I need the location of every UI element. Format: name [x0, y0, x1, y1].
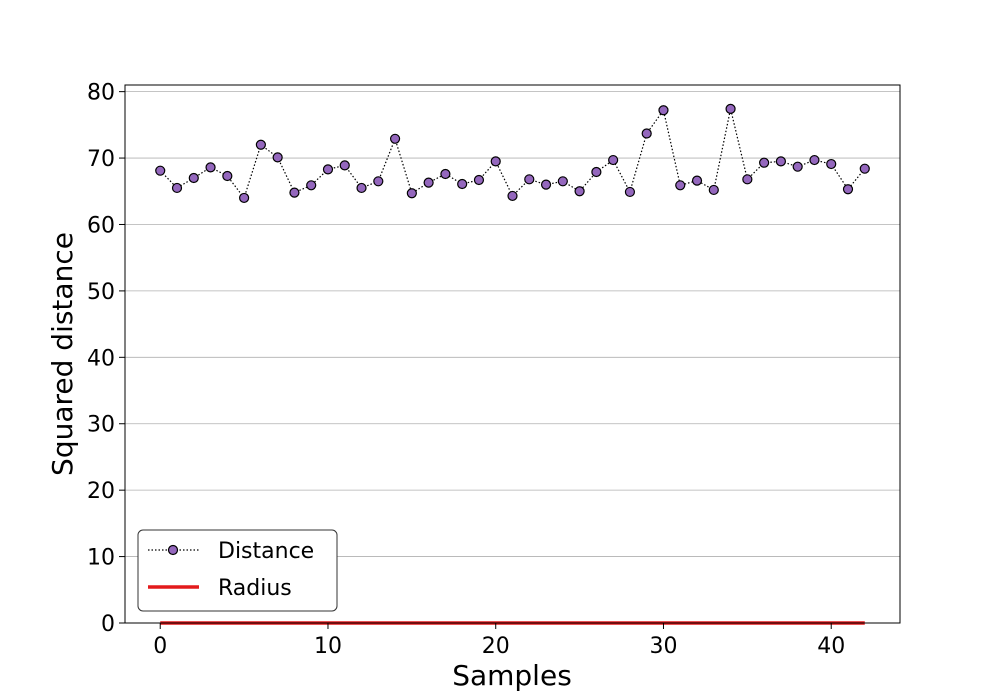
distance-point [557, 176, 568, 187]
x-tick-label: 10 [314, 634, 342, 659]
y-tick-label: 30 [87, 413, 115, 438]
x-tick-label: 0 [153, 634, 167, 659]
distance-point [440, 168, 451, 180]
y-tick-label: 60 [87, 213, 115, 238]
distance-point [826, 158, 837, 170]
distance-point [792, 161, 803, 172]
distance-point [658, 105, 669, 116]
ticks: 0 10 20 30 40 50 60 70 80 0 10 20 30 40 [87, 81, 845, 659]
distance-point [423, 177, 434, 188]
x-tick-label: 20 [482, 634, 510, 659]
distance-point [742, 174, 753, 185]
distance-point [171, 182, 183, 194]
legend: Distance Radius [137, 529, 338, 612]
distance-point [306, 180, 317, 191]
y-tick-label: 20 [87, 479, 115, 504]
distance-point [608, 154, 619, 166]
legend-distance-marker [167, 544, 179, 556]
distance-point [540, 179, 552, 190]
distance-point [759, 157, 770, 168]
distance-point [725, 103, 736, 115]
distance-point [222, 170, 233, 182]
distance-point [457, 178, 468, 190]
distance-point [339, 160, 350, 171]
legend-distance-label: Distance [218, 539, 314, 564]
distance-point [490, 156, 501, 167]
series-distance-line [159, 108, 866, 200]
distance-point [373, 176, 384, 187]
distance-point [675, 180, 686, 191]
y-tick-label: 10 [87, 546, 115, 571]
distance-point [624, 186, 636, 198]
distance-point [691, 175, 703, 186]
legend-radius-label: Radius [218, 576, 292, 601]
distance-point [322, 164, 334, 175]
y-axis-label: Squared distance [46, 232, 79, 476]
plot-frame [124, 84, 901, 624]
distance-point [524, 174, 535, 185]
distance-point [473, 174, 485, 186]
distance-point [356, 182, 367, 194]
distance-point [289, 187, 300, 198]
distance-point [859, 163, 870, 174]
distance-point [255, 139, 266, 150]
distance-point [708, 184, 719, 196]
distance-point [389, 133, 401, 144]
distance-point [842, 184, 854, 195]
distance-point [406, 188, 417, 199]
distance-point [591, 166, 602, 178]
distance-point [507, 190, 518, 202]
y-tick-label: 40 [87, 346, 115, 371]
distance-point [272, 152, 283, 163]
distance-point [641, 128, 652, 139]
y-tick-label: 50 [87, 280, 115, 305]
x-tick-label: 30 [649, 634, 677, 659]
distance-point [188, 172, 199, 184]
distance-point [239, 192, 250, 204]
distance-point [205, 162, 216, 173]
distance-point [809, 154, 820, 166]
distance-point [574, 186, 585, 197]
y-tick-label: 0 [101, 612, 115, 637]
distance-point [155, 165, 166, 176]
x-axis-label: Samples [452, 659, 572, 692]
y-tick-label: 70 [87, 147, 115, 172]
x-tick-label: 40 [817, 634, 845, 659]
distance-point [775, 156, 786, 167]
y-tick-label: 80 [87, 81, 115, 106]
